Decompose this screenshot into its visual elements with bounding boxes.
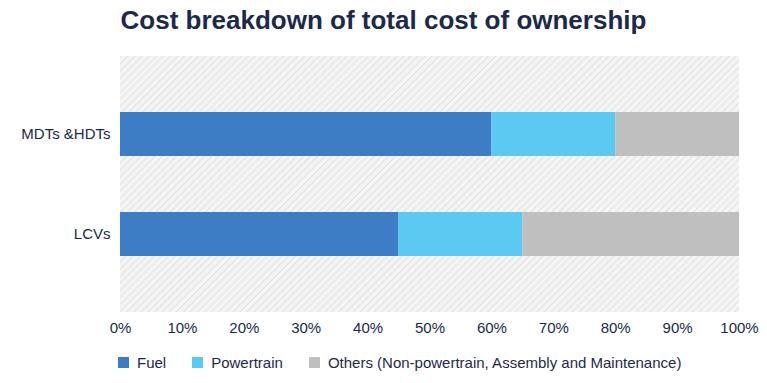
svg-text:60%: 60% bbox=[477, 319, 507, 336]
svg-text:0%: 0% bbox=[110, 319, 132, 336]
svg-text:MDTs &HDTs: MDTs &HDTs bbox=[21, 125, 110, 142]
svg-text:100%: 100% bbox=[720, 319, 758, 336]
svg-text:20%: 20% bbox=[229, 319, 259, 336]
svg-text:40%: 40% bbox=[353, 319, 383, 336]
html-text:Powertrain: Powertrain bbox=[211, 353, 283, 371]
svg-text:10%: 10% bbox=[167, 319, 197, 336]
svg-text:50%: 50% bbox=[415, 319, 445, 336]
html-text:Cost breakdown of total cost o: Cost breakdown of total cost of ownershi… bbox=[120, 5, 647, 35]
svg-text:30%: 30% bbox=[291, 319, 321, 336]
svg-text:80%: 80% bbox=[601, 319, 631, 336]
svg-text:70%: 70% bbox=[539, 319, 569, 336]
svg-text:LCVs: LCVs bbox=[74, 225, 111, 242]
html-text:Others (Non-powertrain, Assemb: Others (Non-powertrain, Assembly and Mai… bbox=[327, 353, 682, 371]
svg-text:90%: 90% bbox=[663, 319, 693, 336]
html-text:Fuel: Fuel bbox=[137, 353, 167, 371]
